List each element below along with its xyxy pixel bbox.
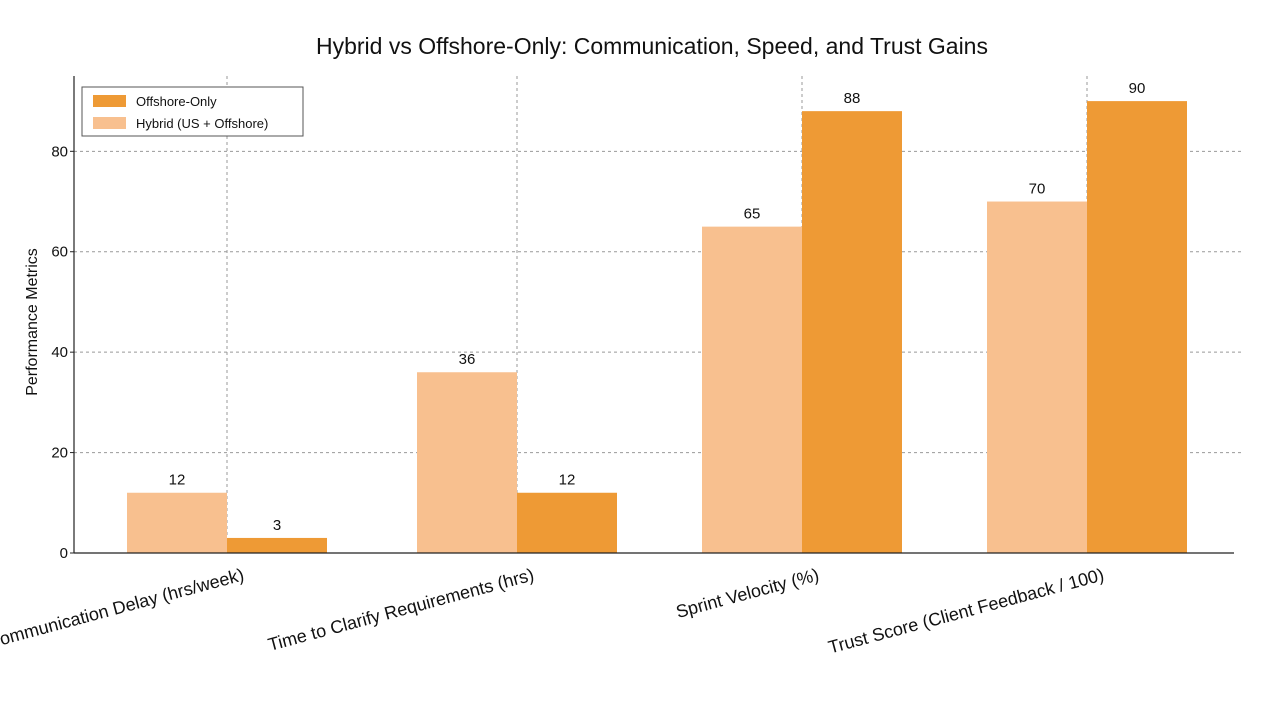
bar-offshore-only-3 [802, 111, 902, 553]
legend-swatch-hybrid [93, 117, 126, 129]
data-label-hybrid-us-offshore-1: 12 [169, 472, 186, 489]
data-label-offshore-only-4: 90 [1129, 80, 1146, 97]
bar-offshore-only-2 [517, 492, 617, 553]
legend-label-hybrid: Hybrid (US + Offshore) [136, 116, 268, 131]
x-category-label-1: Communication Delay (hrs/week) [0, 565, 246, 653]
bar-hybrid-us-offshore-1 [127, 492, 227, 553]
bar-offshore-only-1 [227, 537, 327, 553]
data-labels: 12 36 65 70 3 12 88 90 [169, 80, 1146, 534]
data-label-hybrid-us-offshore-3: 65 [744, 206, 761, 223]
chart-title: Hybrid vs Offshore-Only: Communication, … [316, 33, 988, 59]
y-tick-label-40: 40 [51, 344, 68, 361]
x-category-label-2: Time to Clarify Requirements (hrs) [266, 565, 536, 655]
x-category-label-3: Sprint Velocity (%) [674, 565, 821, 622]
data-label-offshore-only-3: 88 [844, 90, 861, 107]
legend-label-offshore-only: Offshore-Only [136, 94, 217, 109]
data-label-hybrid-us-offshore-4: 70 [1029, 181, 1046, 198]
x-axis-categories: Communication Delay (hrs/week) Time to Cl… [0, 565, 1106, 658]
y-axis-ticks: 0 20 40 60 80 [51, 143, 74, 562]
data-label-offshore-only-2: 12 [559, 472, 576, 489]
y-tick-label-20: 20 [51, 445, 68, 462]
bar-hybrid-us-offshore-4 [987, 201, 1087, 554]
y-axis-title: Performance Metrics [24, 248, 41, 396]
y-tick-label-0: 0 [60, 545, 68, 562]
bars [127, 101, 1187, 554]
bar-hybrid-us-offshore-2 [417, 372, 517, 553]
data-label-offshore-only-1: 3 [273, 517, 281, 534]
bar-offshore-only-4 [1087, 101, 1187, 554]
legend-swatch-offshore-only [93, 95, 126, 107]
legend: Offshore-Only Hybrid (US + Offshore) [81, 86, 304, 137]
y-tick-label-60: 60 [51, 244, 68, 261]
x-category-label-4: Trust Score (Client Feedback / 100) [826, 565, 1106, 658]
data-label-hybrid-us-offshore-2: 36 [459, 351, 476, 368]
y-tick-label-80: 80 [51, 143, 68, 160]
bar-hybrid-us-offshore-3 [702, 226, 802, 553]
